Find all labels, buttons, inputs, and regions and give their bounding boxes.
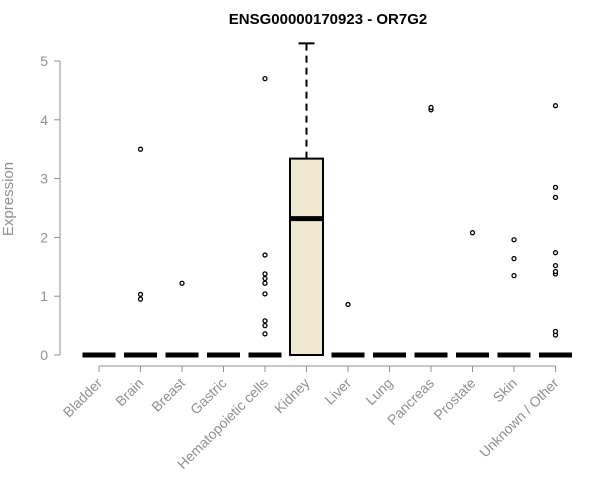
box-group bbox=[456, 230, 489, 358]
y-tick-label: 4 bbox=[40, 112, 48, 128]
y-tick-label: 5 bbox=[40, 53, 48, 69]
outlier-point bbox=[552, 250, 559, 256]
x-category-label: Breast bbox=[148, 375, 188, 415]
x-category-label: Unknown / Other bbox=[476, 375, 562, 461]
outlier-point bbox=[511, 237, 517, 243]
y-tick-label: 3 bbox=[40, 171, 48, 187]
y-tick-label: 0 bbox=[40, 347, 48, 363]
chart-title: ENSG00000170923 - OR7G2 bbox=[229, 11, 427, 28]
x-category-label: Prostate bbox=[430, 375, 478, 423]
outlier-point bbox=[552, 194, 559, 201]
outlier-point bbox=[262, 275, 268, 282]
x-category-label: Skin bbox=[490, 375, 521, 406]
x-category-label: Liver bbox=[321, 375, 354, 408]
y-tick-label: 2 bbox=[40, 229, 48, 245]
outlier-point bbox=[552, 103, 559, 109]
outlier-point bbox=[137, 296, 144, 302]
box-group bbox=[539, 103, 572, 358]
box-group bbox=[497, 237, 531, 358]
outlier-point bbox=[262, 322, 268, 329]
box-group bbox=[124, 146, 157, 358]
x-category-label: Lung bbox=[362, 375, 395, 408]
outlier-point bbox=[552, 268, 559, 275]
outlier-point bbox=[511, 255, 517, 262]
outlier-point bbox=[262, 318, 268, 324]
outlier-point bbox=[137, 291, 144, 298]
x-category-label: Kidney bbox=[271, 375, 313, 417]
outlier-point bbox=[137, 146, 144, 152]
box-group bbox=[248, 75, 282, 358]
outlier-point bbox=[262, 291, 268, 297]
outlier-point bbox=[552, 184, 559, 191]
x-category-label: Bladder bbox=[60, 375, 106, 421]
outlier-point bbox=[469, 230, 476, 236]
box-group bbox=[165, 280, 199, 358]
outlier-point bbox=[552, 262, 559, 269]
outlier-point bbox=[262, 252, 268, 258]
outlier-point bbox=[511, 272, 517, 279]
y-axis: 0 1 2 3 4 5 bbox=[40, 53, 61, 363]
outlier-point bbox=[179, 280, 185, 286]
y-axis-label: Expression bbox=[0, 162, 17, 236]
y-tick-label: 1 bbox=[40, 288, 48, 304]
outlier-point bbox=[345, 301, 351, 308]
outlier-point bbox=[262, 280, 268, 286]
box-group bbox=[414, 104, 448, 358]
outlier-point bbox=[428, 104, 434, 111]
box-iqr bbox=[289, 157, 324, 356]
plot-area bbox=[82, 42, 572, 358]
outlier-point bbox=[262, 331, 268, 337]
outlier-point bbox=[262, 271, 268, 277]
outlier-point bbox=[262, 75, 268, 82]
box-group bbox=[331, 301, 365, 358]
outlier-point bbox=[552, 328, 559, 335]
x-category-label: Brain bbox=[112, 375, 146, 409]
box-group bbox=[289, 42, 324, 356]
